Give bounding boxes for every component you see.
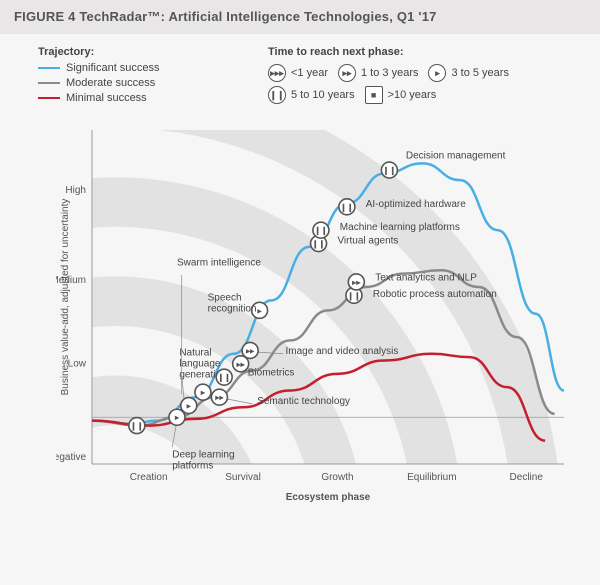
data-point-glyph-icon: ▸▸ (214, 393, 224, 402)
data-point-label: Decision management (406, 150, 506, 161)
y-axis-title: Business value-add, adjusted for uncerta… (60, 199, 71, 396)
data-point-label: Semantic technology (257, 396, 350, 407)
time-legend: Time to reach next phase: ▸▸▸ <1 year ▸▸ 1 … (268, 46, 509, 108)
trajectory-legend-item: Minimal success (38, 92, 160, 104)
legend-swatch (38, 67, 60, 69)
data-point-label: Image and video analysis (286, 346, 399, 357)
data-point-label: Swarm intelligence (177, 257, 261, 268)
trajectory-legend: Trajectory: Significant success Moderate … (38, 46, 160, 107)
data-point-glyph-icon: ❙❙ (383, 166, 396, 176)
data-point-glyph-icon: ❙❙ (314, 226, 327, 236)
data-point-glyph-icon: ❙❙ (130, 422, 143, 432)
data-point-label: Machine learning platforms (340, 222, 460, 233)
x-phase-label: Growth (321, 472, 353, 483)
y-tick-label: High (65, 185, 86, 196)
time-legend-row: ▸▸▸ <1 year ▸▸ 1 to 3 years ▸ 3 to 5 years (268, 64, 509, 82)
data-point-glyph-icon: ▸▸ (351, 278, 361, 287)
time-legend-header: Time to reach next phase: (268, 46, 509, 58)
legend-label: Significant success (66, 62, 160, 74)
x-phase-label: Creation (130, 472, 168, 483)
y-tick-label: Negative (56, 452, 86, 463)
time-glyph-icon: ▸▸▸ (268, 64, 286, 82)
legend-label: Moderate success (66, 77, 155, 89)
x-phase-label: Equilibrium (407, 472, 456, 483)
data-point-glyph-icon: ❙❙ (217, 373, 230, 383)
data-point-label: AI-optimized hardware (366, 199, 466, 210)
legend-label: Minimal success (66, 92, 147, 104)
data-point-label: Virtual agents (337, 236, 398, 247)
data-point-label: recognition (208, 303, 257, 314)
time-glyph-label: <1 year (291, 67, 328, 79)
data-point-glyph-icon: ▸▸ (245, 346, 255, 355)
data-point-label: Speech (208, 292, 242, 303)
trajectory-legend-item: Moderate success (38, 77, 160, 89)
time-glyph-label: 3 to 5 years (451, 67, 508, 79)
figure-container: FIGURE 4 TechRadar™: Artificial Intellig… (0, 0, 600, 585)
data-point-label: Deep learning (172, 449, 234, 460)
time-legend-row: ❙❙ 5 to 10 years ■ >10 years (268, 86, 509, 104)
time-glyph-icon: ▸▸ (338, 64, 356, 82)
trajectory-legend-header: Trajectory: (38, 46, 160, 58)
time-glyph-label: >10 years (388, 89, 437, 101)
time-glyph-icon: ❙❙ (268, 86, 286, 104)
trajectory-legend-item: Significant success (38, 62, 160, 74)
data-point-label: language (179, 358, 221, 369)
data-point-label: Robotic process automation (373, 289, 497, 300)
data-point-glyph-icon: ❙❙ (340, 203, 353, 213)
figure-title: FIGURE 4 TechRadar™: Artificial Intellig… (0, 0, 600, 34)
data-point-glyph-icon: ❙❙ (347, 291, 360, 301)
legend-swatch (38, 82, 60, 84)
time-glyph-icon: ■ (365, 86, 383, 104)
time-glyph-label: 5 to 10 years (291, 89, 355, 101)
data-point-label: Text analytics and NLP (375, 272, 477, 283)
data-point-label: platforms (172, 460, 213, 471)
chart-plot: NegativeLowMediumHighBusiness value-add,… (56, 124, 568, 520)
data-point-glyph-icon: ❙❙ (312, 240, 325, 250)
data-point-label: Natural (179, 347, 211, 358)
chart-svg: NegativeLowMediumHighBusiness value-add,… (56, 124, 568, 520)
time-glyph-icon: ▸ (428, 64, 446, 82)
data-point-label: Biometrics (248, 367, 295, 378)
time-glyph-label: 1 to 3 years (361, 67, 418, 79)
data-point-glyph-icon: ▸▸ (236, 360, 246, 369)
x-axis-title: Ecosystem phase (286, 492, 371, 503)
leader-line (227, 399, 253, 404)
phase-arc (56, 375, 264, 520)
legend-swatch (38, 97, 60, 99)
x-phase-label: Survival (225, 472, 261, 483)
x-phase-label: Decline (510, 472, 544, 483)
